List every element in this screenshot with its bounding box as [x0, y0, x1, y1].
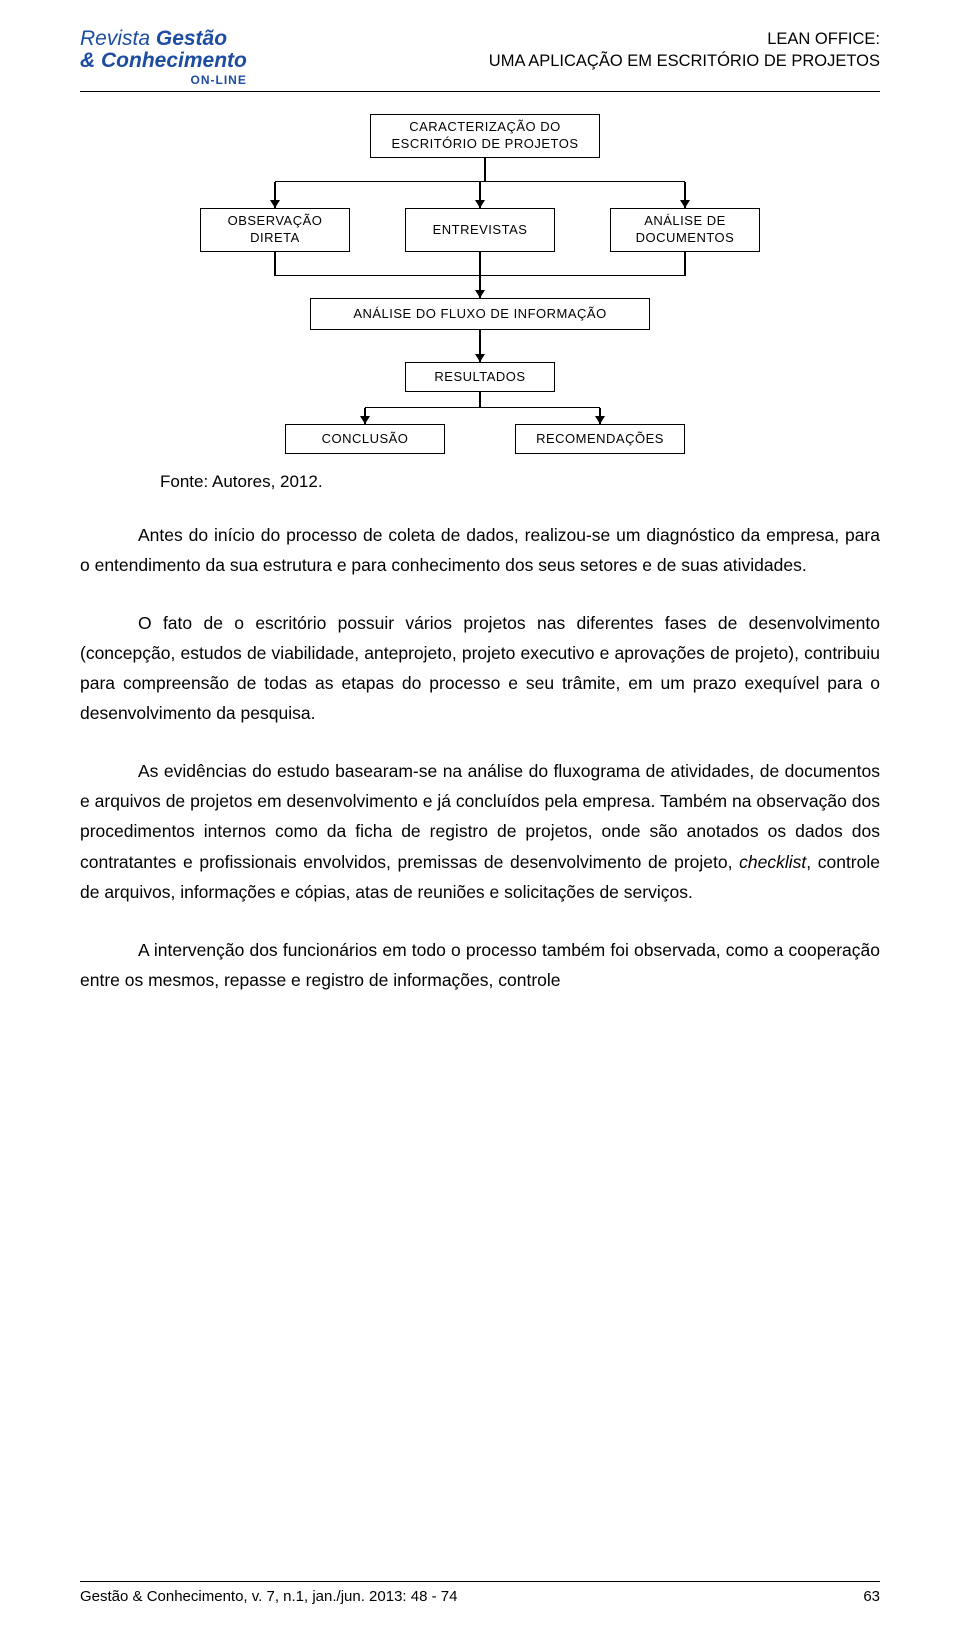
flowchart-connector: [274, 252, 276, 276]
page-header: Revista Gestão & Conhecimento ON-LINE LE…: [80, 28, 880, 87]
flowchart-node-n5: ANÁLISE DO FLUXO DE INFORMAÇÃO: [310, 298, 650, 330]
flowchart-node-n3: ENTREVISTAS: [405, 208, 555, 252]
logo-word-gestao: Gestão: [156, 27, 227, 50]
flowchart-arrowhead-icon: [475, 200, 485, 208]
logo-line-3: ON-LINE: [80, 74, 247, 87]
flowchart-connector: [479, 392, 481, 408]
page-footer: Gestão & Conhecimento, v. 7, n.1, jan./j…: [80, 1581, 880, 1605]
article-title-line-1: LEAN OFFICE:: [489, 28, 880, 50]
journal-logo: Revista Gestão & Conhecimento ON-LINE: [80, 28, 247, 87]
flowchart-arrowhead-icon: [475, 290, 485, 298]
logo-line-1: Revista Gestão: [80, 28, 247, 50]
flowchart-connector: [365, 407, 600, 409]
logo-word-revista: Revista: [80, 27, 156, 50]
flowchart-arrowhead-icon: [595, 416, 605, 424]
article-title-line-2: UMA APLICAÇÃO EM ESCRITÓRIO DE PROJETOS: [489, 50, 880, 72]
header-rule: [80, 91, 880, 92]
flowchart-arrowhead-icon: [270, 200, 280, 208]
flowchart-arrowhead-icon: [475, 354, 485, 362]
flowchart-node-n2: OBSERVAÇÃODIRETA: [200, 208, 350, 252]
page: Revista Gestão & Conhecimento ON-LINE LE…: [0, 0, 960, 1629]
paragraph-3: As evidências do estudo basearam-se na a…: [80, 756, 880, 906]
flowchart-node-n7: CONCLUSÃO: [285, 424, 445, 454]
flowchart-arrowhead-icon: [680, 200, 690, 208]
paragraph-3-italic: checklist: [739, 852, 806, 872]
paragraph-1: Antes do início do processo de coleta de…: [80, 520, 880, 580]
flowchart-canvas: CARACTERIZAÇÃO DOESCRITÓRIO DE PROJETOS O…: [170, 114, 790, 454]
logo-line-2: & Conhecimento: [80, 50, 247, 72]
flowchart-connector: [684, 252, 686, 276]
flowchart-node-n4: ANÁLISE DEDOCUMENTOS: [610, 208, 760, 252]
flowchart-node-n1: CARACTERIZAÇÃO DOESCRITÓRIO DE PROJETOS: [370, 114, 600, 158]
flowchart-arrowhead-icon: [360, 416, 370, 424]
flowchart-figure: CARACTERIZAÇÃO DOESCRITÓRIO DE PROJETOS O…: [170, 114, 790, 454]
flowchart-node-n8: RECOMENDAÇÕES: [515, 424, 685, 454]
figure-caption: Fonte: Autores, 2012.: [160, 472, 880, 492]
flowchart-connector: [479, 252, 481, 276]
paragraph-2: O fato de o escritório possuir vários pr…: [80, 608, 880, 728]
footer-rule: [80, 1581, 880, 1582]
flowchart-node-n6: RESULTADOS: [405, 362, 555, 392]
footer-citation: Gestão & Conhecimento, v. 7, n.1, jan./j…: [80, 1588, 457, 1605]
paragraph-4: A intervenção dos funcionários em todo o…: [80, 935, 880, 995]
flowchart-connector: [484, 158, 486, 182]
page-number: 63: [863, 1588, 880, 1605]
article-title: LEAN OFFICE: UMA APLICAÇÃO EM ESCRITÓRIO…: [489, 28, 880, 73]
footer-row: Gestão & Conhecimento, v. 7, n.1, jan./j…: [80, 1588, 880, 1605]
